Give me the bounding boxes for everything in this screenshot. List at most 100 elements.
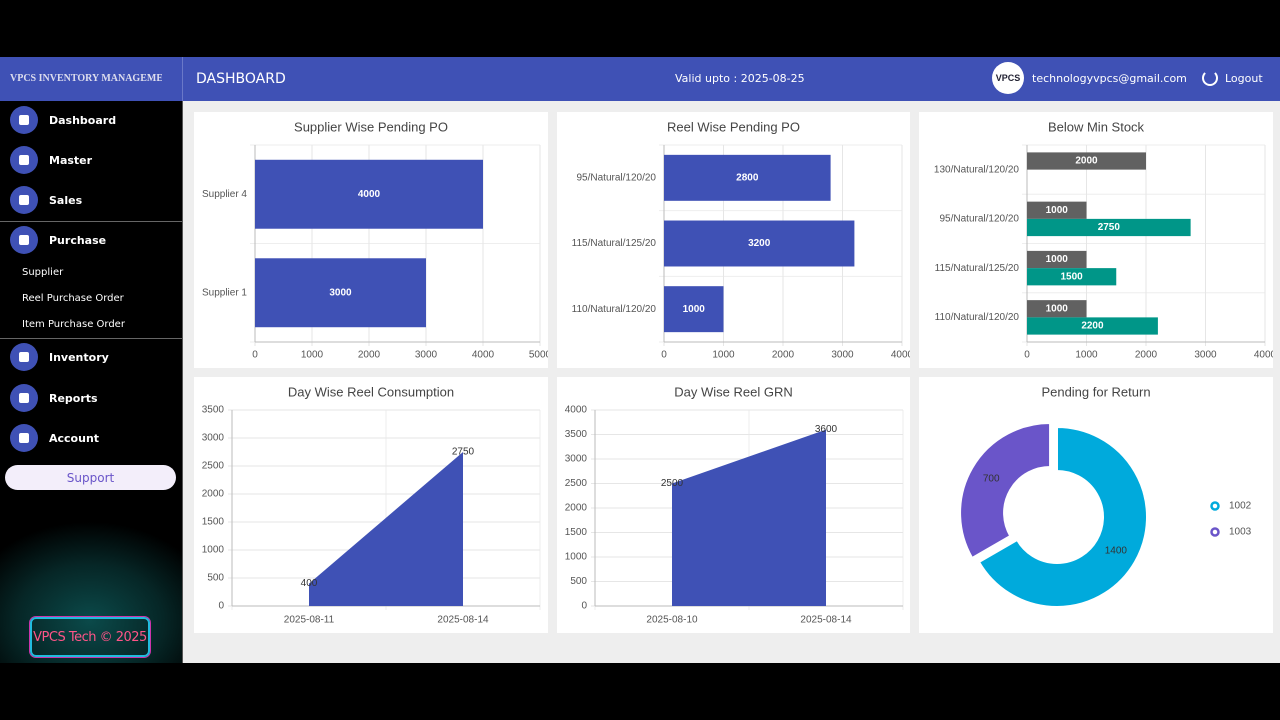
x-tick-label: 2000 xyxy=(358,350,381,361)
y-tick-label: 3000 xyxy=(202,433,225,444)
nav-label: Account xyxy=(49,431,100,445)
x-tick-label: 0 xyxy=(1024,350,1030,361)
separator xyxy=(0,221,182,222)
bar xyxy=(664,154,831,201)
x-tick-label: 2025-08-14 xyxy=(437,615,489,626)
chart-title: Day Wise Reel GRN xyxy=(674,384,792,399)
x-tick-label: 3000 xyxy=(831,350,854,361)
bar xyxy=(1027,250,1087,269)
nav-item[interactable]: Account xyxy=(10,424,99,452)
nav-item[interactable]: Inventory xyxy=(10,343,109,371)
data-label: 4000 xyxy=(358,189,381,200)
y-tick-label: 115/Natural/125/20 xyxy=(935,263,1020,274)
sub-item[interactable]: Supplier xyxy=(22,267,64,278)
chart-title: Supplier Wise Pending PO xyxy=(294,119,448,134)
data-label: 2000 xyxy=(1075,156,1098,167)
data-label: 2750 xyxy=(1098,222,1121,233)
y-tick-label: 500 xyxy=(207,573,224,584)
y-tick-label: Supplier 1 xyxy=(202,287,247,298)
content: Supplier Wise Pending PO 0 1000 2000 3000 400… xyxy=(183,101,1280,663)
x-tick-label: 0 xyxy=(661,350,667,361)
chart-panel: Pending for Return 1400 1002 700 1003 xyxy=(919,377,1273,633)
y-tick-label: 2000 xyxy=(565,503,588,514)
chart: Day Wise Reel Consumption 0 500 1000 1500 200… xyxy=(202,384,541,626)
data-label: 2750 xyxy=(452,447,475,458)
footer-badge: VPCS Tech © 2025 xyxy=(30,617,150,657)
nav-label: Purchase xyxy=(49,233,107,247)
y-tick-label: 130/Natural/120/20 xyxy=(934,164,1020,175)
x-tick-label: 2000 xyxy=(1135,350,1158,361)
nav-item[interactable]: Purchase xyxy=(10,226,106,254)
y-tick-label: 115/Natural/125/20 xyxy=(572,238,657,249)
sub-item[interactable]: Item Purchase Order xyxy=(22,319,125,330)
brand: VPCS INVENTORY MANAGEMENT xyxy=(10,73,162,84)
separator xyxy=(0,338,182,339)
sub-item[interactable]: Reel Purchase Order xyxy=(22,293,124,304)
y-tick-label: 95/Natural/120/20 xyxy=(939,214,1019,225)
x-tick-label: 1000 xyxy=(1075,350,1098,361)
x-tick-label: 4000 xyxy=(1254,350,1273,361)
support-button[interactable]: Support xyxy=(5,465,176,490)
y-tick-label: 1500 xyxy=(202,517,225,528)
bar xyxy=(664,286,724,333)
logout[interactable]: Logout xyxy=(1225,72,1263,85)
x-tick-label: 3000 xyxy=(415,350,438,361)
x-tick-label: 2025-08-14 xyxy=(800,615,852,626)
y-tick-label: 1000 xyxy=(565,552,588,563)
y-tick-label: 2500 xyxy=(565,478,588,489)
nav-item[interactable]: Master xyxy=(10,146,92,174)
x-tick-label: 2025-08-10 xyxy=(646,615,698,626)
x-tick-label: 1000 xyxy=(712,350,735,361)
chart-panel: Day Wise Reel GRN 0 500 1000 1500 2000 2500 300… xyxy=(557,377,910,633)
chart-title: Pending for Return xyxy=(1041,384,1150,399)
logo: VPCS xyxy=(992,62,1024,94)
bar xyxy=(1027,317,1158,335)
chart: Below Min Stock 0 1000 2000 3000 4000 130/Natu… xyxy=(934,119,1277,361)
nav-item[interactable]: Reports xyxy=(10,384,98,412)
nav-label: Inventory xyxy=(49,350,109,364)
donut-slice xyxy=(977,425,1148,608)
chart-title: Reel Wise Pending PO xyxy=(667,119,800,134)
data-label: 1000 xyxy=(1046,303,1069,314)
y-tick-label: 1500 xyxy=(565,527,588,538)
y-tick-label: 110/Natural/120/20 xyxy=(935,312,1020,323)
nav-label: Master xyxy=(49,153,93,167)
bar xyxy=(255,159,483,229)
nav-item[interactable]: Dashboard xyxy=(10,106,116,134)
x-tick-label: 3000 xyxy=(1194,350,1217,361)
y-tick-label: 500 xyxy=(570,576,587,587)
data-label: 3000 xyxy=(329,287,352,298)
y-tick-label: 110/Natural/120/20 xyxy=(572,304,657,315)
bar xyxy=(1027,268,1117,286)
y-tick-label: 0 xyxy=(218,601,224,612)
nav-item[interactable]: Sales xyxy=(10,186,82,214)
chart-panel: Day Wise Reel Consumption 0 500 1000 1500 200… xyxy=(194,377,548,633)
data-label: 1400 xyxy=(1105,546,1128,557)
x-tick-label: 2000 xyxy=(772,350,795,361)
y-tick-label: 3000 xyxy=(565,454,588,465)
data-label: 700 xyxy=(983,474,1000,485)
x-tick-label: 4000 xyxy=(472,350,495,361)
nav-label: Reports xyxy=(49,391,98,405)
legend-label: 1002 xyxy=(1229,501,1252,512)
y-tick-label: 0 xyxy=(581,601,587,612)
chart-panel: Supplier Wise Pending PO 0 1000 2000 3000 400… xyxy=(194,112,552,368)
bar xyxy=(1027,201,1087,219)
area xyxy=(672,429,826,606)
donut-slice xyxy=(959,421,1052,560)
validity: Valid upto : 2025-08-25 xyxy=(675,72,805,85)
data-label: 400 xyxy=(301,578,318,589)
area xyxy=(309,452,463,606)
x-tick-label: 0 xyxy=(252,350,258,361)
data-label: 3200 xyxy=(748,238,771,249)
chart-panel: Below Min Stock 0 1000 2000 3000 4000 130/Natu… xyxy=(919,112,1277,368)
data-label: 2200 xyxy=(1081,321,1104,332)
page-title: DASHBOARD xyxy=(196,71,286,87)
divider xyxy=(182,57,183,101)
x-tick-label: 5000 xyxy=(529,350,548,361)
chart-title: Day Wise Reel Consumption xyxy=(288,384,454,399)
bar xyxy=(1027,300,1087,318)
chart: Day Wise Reel GRN 0 500 1000 1500 2000 2500 300… xyxy=(565,384,904,626)
logout-icon[interactable] xyxy=(1202,70,1218,86)
